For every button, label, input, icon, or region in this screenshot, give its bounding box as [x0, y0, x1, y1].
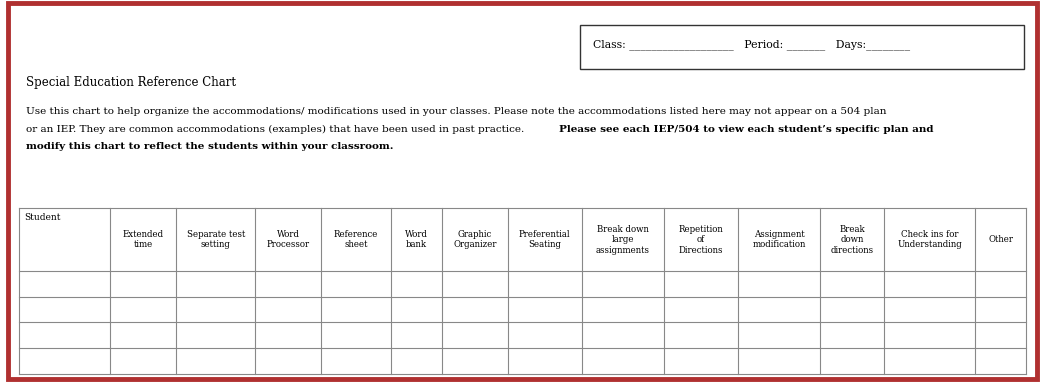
Text: Extended
time: Extended time: [122, 230, 164, 249]
Text: or an IEP. They are common accommodations (examples) that have been used in past: or an IEP. They are common accommodation…: [26, 125, 528, 134]
Text: Assignment
modification: Assignment modification: [752, 230, 806, 249]
Text: Break down
large
assignments: Break down large assignments: [596, 225, 650, 254]
Text: Graphic
Organizer: Graphic Organizer: [454, 230, 496, 249]
Text: Class: ___________________   Period: _______   Days:________: Class: ___________________ Period: _____…: [593, 39, 909, 50]
Text: Word
Processor: Word Processor: [266, 230, 309, 249]
Text: Word
bank: Word bank: [404, 230, 427, 249]
Text: Repetition
of
Directions: Repetition of Directions: [678, 225, 723, 254]
Text: modify this chart to reflect the students within your classroom.: modify this chart to reflect the student…: [26, 142, 394, 151]
Text: Other: Other: [989, 235, 1014, 244]
Text: Reference
sheet: Reference sheet: [334, 230, 378, 249]
Text: Separate test
setting: Separate test setting: [186, 230, 245, 249]
Text: Preferential
Seating: Preferential Seating: [519, 230, 571, 249]
Text: Special Education Reference Chart: Special Education Reference Chart: [26, 76, 236, 89]
Text: Use this chart to help organize the accommodations/ modifications used in your c: Use this chart to help organize the acco…: [26, 107, 886, 116]
Text: Break
down
directions: Break down directions: [831, 225, 874, 254]
Text: Student: Student: [24, 213, 61, 222]
Text: Check ins for
Understanding: Check ins for Understanding: [898, 230, 962, 249]
Text: Please see each IEP/504 to view each student’s specific plan and: Please see each IEP/504 to view each stu…: [559, 125, 933, 134]
